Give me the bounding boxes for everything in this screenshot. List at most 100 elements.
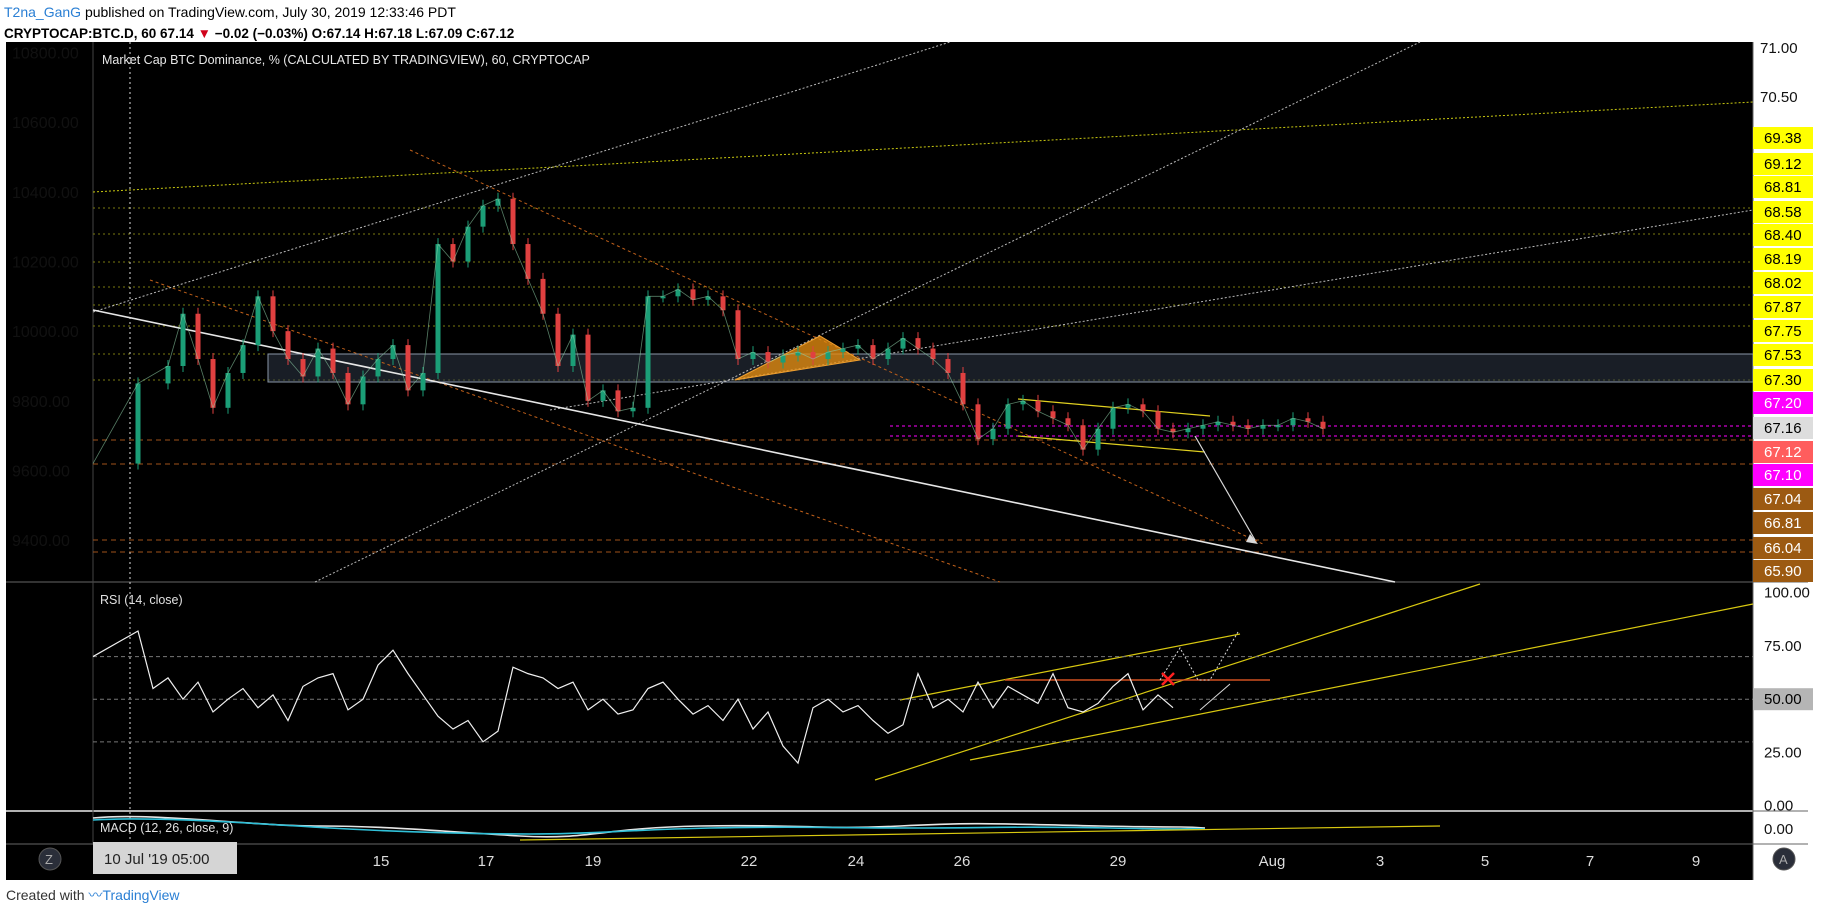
chart-header: T2na_GanG published on TradingView.com, … xyxy=(4,2,514,44)
grey-trendline-1[interactable] xyxy=(92,41,951,313)
rsi-axis-tick: 25.00 xyxy=(1764,744,1802,761)
candle-body xyxy=(690,289,696,300)
candle-body xyxy=(1080,425,1086,450)
candle-body xyxy=(750,352,756,360)
price-pane-title: Market Cap BTC Dominance, % (CALCULATED … xyxy=(102,53,590,67)
candle-body xyxy=(165,366,171,384)
price-axis-right: 71.00 70.50 69.38 69.12 68.81 68.58 68.40 68.19… xyxy=(1753,40,1813,582)
price-change: −0.02 (−0.03%) xyxy=(214,26,308,41)
price-level-label xyxy=(1753,127,1813,149)
flag-bottom[interactable] xyxy=(1017,435,1206,453)
candle-body xyxy=(645,296,651,408)
time-axis-tick: 3 xyxy=(1376,853,1384,870)
candle-body xyxy=(495,198,501,206)
right-axis-tick: 71.00 xyxy=(1760,40,1798,57)
left-axis-tick: 10400.00 xyxy=(12,185,79,202)
white-trendline[interactable] xyxy=(92,309,1396,583)
time-axis-tick: 22 xyxy=(741,853,758,870)
candle-body xyxy=(405,345,411,391)
candle-body xyxy=(660,296,666,299)
price-level-label xyxy=(1753,537,1813,559)
symbol-label: CRYPTOCAP:BTC.D, 60 xyxy=(4,26,157,41)
candle-body xyxy=(1200,425,1206,429)
candle-body xyxy=(1155,411,1161,429)
candle-body xyxy=(1110,407,1116,429)
auto-scale-button[interactable] xyxy=(1772,847,1796,871)
candle-body xyxy=(180,313,186,366)
candle-body xyxy=(345,372,351,405)
price-level-label xyxy=(1753,201,1813,223)
candle-body xyxy=(930,348,936,360)
time-axis-tick: 29 xyxy=(1110,853,1127,870)
candle-body xyxy=(330,348,336,373)
candle-body xyxy=(765,352,771,363)
price-level-label xyxy=(1753,488,1813,510)
price-series xyxy=(92,192,1326,470)
candle-body xyxy=(1305,418,1311,422)
candle-body xyxy=(1170,428,1176,433)
price-level-value: 68.02 xyxy=(1764,275,1802,292)
projection-arrow[interactable] xyxy=(1194,435,1256,541)
consolidation-zone[interactable] xyxy=(267,353,1754,383)
candle-body xyxy=(975,404,981,440)
macd-series xyxy=(92,815,1441,841)
left-axis-tick: 9800.00 xyxy=(12,394,70,411)
time-axis[interactable] xyxy=(6,844,1753,880)
grey-trendline-3[interactable] xyxy=(549,209,1754,411)
candle-body xyxy=(900,338,906,349)
down-arrow-icon: ▼ xyxy=(197,26,211,41)
candle-body xyxy=(375,359,381,377)
rsi-channel-lower[interactable] xyxy=(969,603,1754,761)
yellow-trendline[interactable] xyxy=(92,101,1754,193)
candle-body xyxy=(735,310,741,360)
price-level-label xyxy=(1753,464,1813,486)
price-level-value: 69.38 xyxy=(1764,130,1802,147)
price-level-value: 67.75 xyxy=(1764,323,1802,340)
candle-body xyxy=(255,296,261,346)
price-pane[interactable] xyxy=(6,42,1753,582)
price-level-label xyxy=(1753,344,1813,366)
candle-body xyxy=(990,428,996,440)
candle-body xyxy=(1290,418,1296,426)
price-level-value: 69.12 xyxy=(1764,156,1802,173)
left-axis-tick: 9600.00 xyxy=(12,464,70,481)
chart-canvas[interactable]: 10800.00 10600.00 10400.00 10200.00 10000.00… xyxy=(0,0,1828,880)
time-axis-tick: 5 xyxy=(1481,853,1489,870)
price-level-value: 66.81 xyxy=(1764,515,1802,532)
time-axis-tick: 17 xyxy=(478,853,495,870)
tradingview-logo-icon: 〰 xyxy=(88,887,103,903)
rsi-channel-top[interactable] xyxy=(874,583,1481,781)
price-level-value: 67.12 xyxy=(1764,444,1802,461)
price-level-value: 68.81 xyxy=(1764,179,1802,196)
candle-body xyxy=(210,359,216,408)
left-axis-tick: 10000.00 xyxy=(12,324,79,341)
price-path xyxy=(92,198,1324,464)
time-axis-tick: 26 xyxy=(954,853,971,870)
price-axis-left: 10800.00 10600.00 10400.00 10200.00 10000.00… xyxy=(12,45,79,550)
candle-body xyxy=(285,331,291,360)
price-level-value: 66.04 xyxy=(1764,540,1802,557)
left-axis-tick: 10200.00 xyxy=(12,254,79,271)
cursor-date-label: 10 Jul '19 05:00 xyxy=(104,851,209,868)
candle-body xyxy=(600,390,606,401)
time-axis-tick: 15 xyxy=(373,853,390,870)
orange-channel-bottom[interactable] xyxy=(149,279,1001,583)
price-level-label xyxy=(1753,560,1813,582)
candle-body xyxy=(630,407,636,412)
grey-trendline-2[interactable] xyxy=(314,41,1421,583)
candle-body xyxy=(915,338,921,349)
zoom-button[interactable] xyxy=(38,847,62,871)
candle-body xyxy=(810,352,816,360)
price-level-value: 67.20 xyxy=(1764,395,1802,412)
candle-body xyxy=(525,244,531,279)
rsi-channel-upper[interactable] xyxy=(899,633,1241,701)
candle-body xyxy=(510,198,516,245)
price-level-label xyxy=(1753,224,1813,246)
tradingview-link[interactable]: TradingView xyxy=(102,887,180,903)
price-level-value: 67.87 xyxy=(1764,299,1802,316)
created-with-text: Created with xyxy=(6,887,85,903)
candle-body xyxy=(360,376,366,405)
author-link[interactable]: T2na_GanG xyxy=(4,4,82,20)
rsi-pane[interactable] xyxy=(6,582,1753,810)
time-axis-tick: 19 xyxy=(585,853,602,870)
